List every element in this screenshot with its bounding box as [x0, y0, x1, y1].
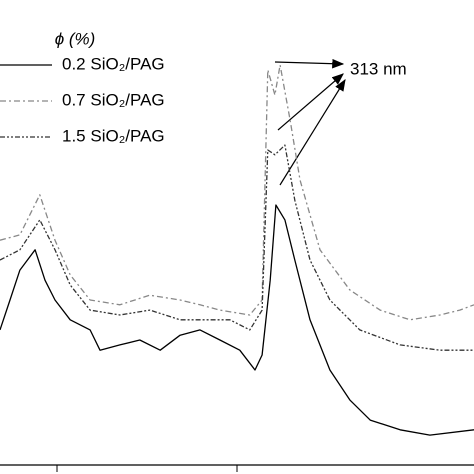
legend-label: 1.5 SiO₂/PAG	[62, 126, 165, 145]
annotation: 313 nm	[350, 59, 407, 78]
legend-label: 0.7 SiO₂/PAG	[62, 90, 165, 109]
legend-label: 0.2 SiO₂/PAG	[62, 54, 165, 73]
series-line	[0, 204, 474, 436]
annotation-arrows	[274, 58, 346, 186]
legend-title: ϕ (%)	[55, 29, 96, 48]
series-line	[0, 144, 474, 351]
